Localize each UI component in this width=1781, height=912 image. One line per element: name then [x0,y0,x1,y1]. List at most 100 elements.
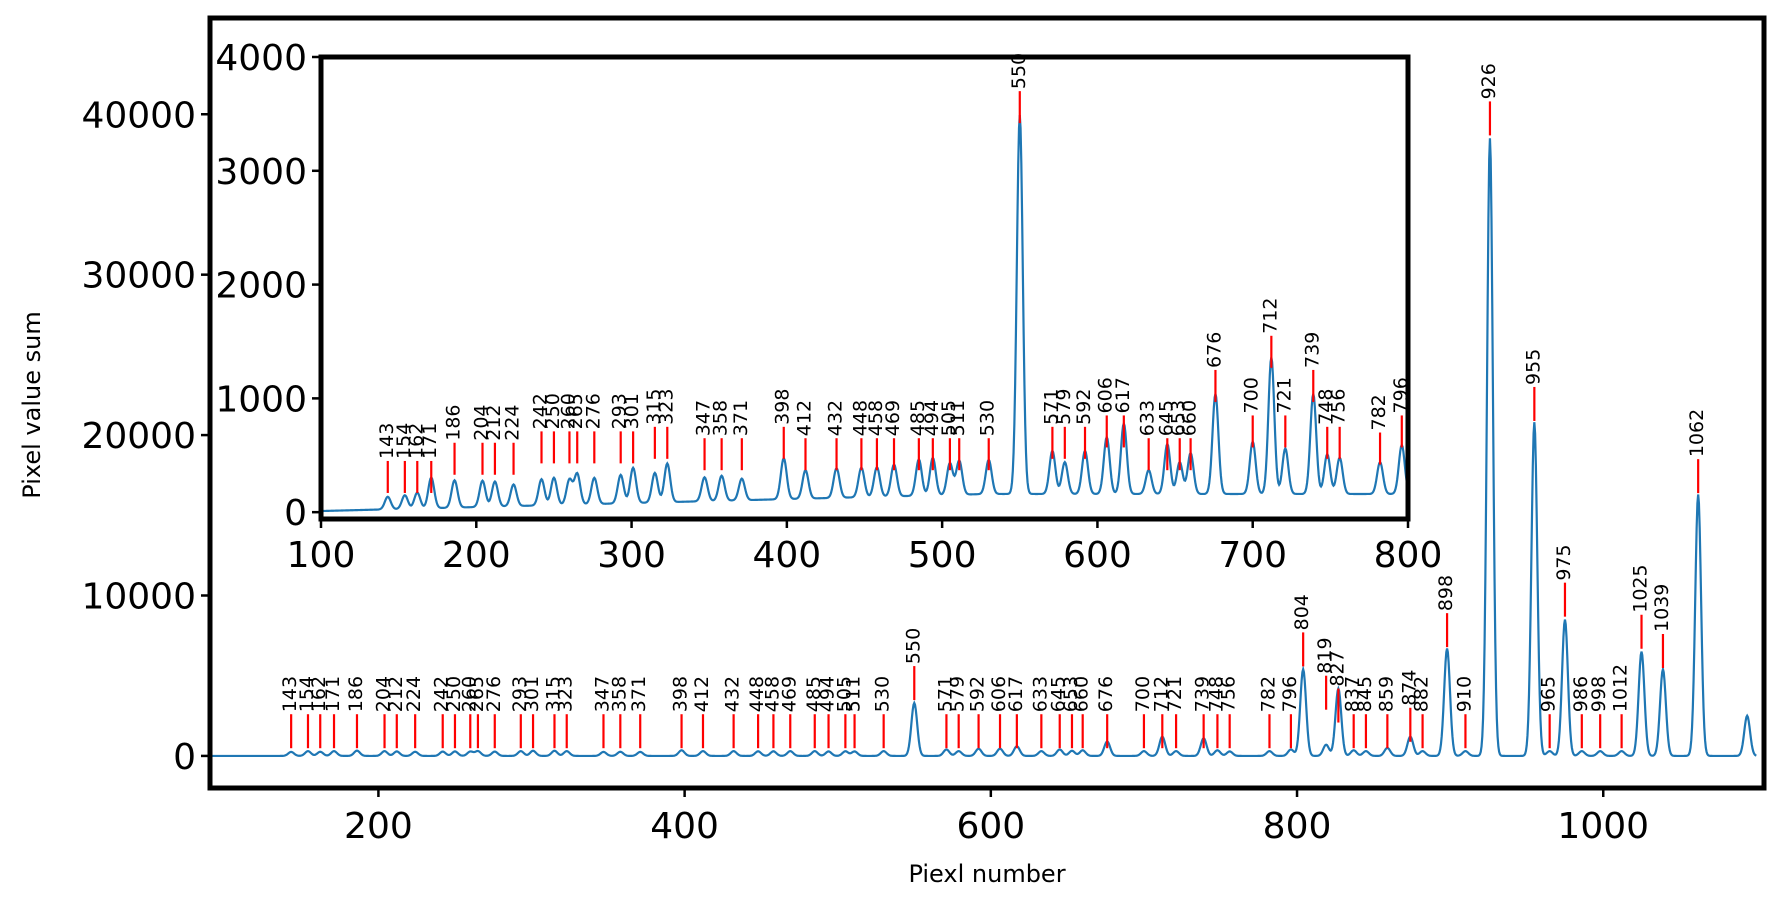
peak-label: 224 [403,676,425,712]
peak-label: 739 [1192,676,1214,712]
peak-label: 676 [1203,332,1225,368]
main-axes-frame [207,15,1767,791]
peak-label: 739 [1301,332,1323,368]
x-tick-label: 600 [1063,535,1132,576]
peak-label: 323 [555,676,577,712]
peak-label: 485 [907,400,929,436]
peak-label: 265 [565,393,587,429]
x-tick-label: 300 [597,535,666,576]
peak-label: 186 [345,676,367,712]
peak-label: 910 [1453,676,1475,712]
peak-label: 782 [1368,394,1390,430]
peak-label: 845 [1354,676,1376,712]
peak-label: 171 [322,676,344,712]
peak-label: 633 [1029,676,1051,712]
peak-label: 469 [778,676,800,712]
peak-label: 347 [591,676,613,712]
y-tick-label: 0 [284,493,307,534]
peak-label: 712 [1150,676,1172,712]
y-tick-label: 4000 [215,38,307,79]
peak-label: 432 [722,676,744,712]
peak-label: 550 [1008,53,1030,89]
peak-label: 579 [947,676,969,712]
y-tick-label: 30000 [81,256,196,297]
peak-label: 748 [1315,389,1337,425]
peak-label: 485 [803,676,825,712]
peak-label: 592 [1073,389,1095,425]
x-tick-label: 500 [908,535,977,576]
peak-label: 412 [691,676,713,712]
x-axis-label: Piexl number [908,860,1065,888]
peak-label: 1025 [1630,564,1652,612]
peak-label: 748 [1205,676,1227,712]
x-tick-label: 800 [1263,806,1332,847]
peak-label: 293 [509,676,531,712]
peak-label: 448 [746,676,768,712]
x-tick-label: 700 [1218,535,1287,576]
peak-label: 154 [296,676,318,712]
peak-label: 260 [458,676,480,712]
peak-label: 412 [793,400,815,436]
peak-label: 1062 [1686,409,1708,457]
peak-label: 606 [988,676,1010,712]
peak-label: 162 [308,676,330,712]
peak-label: 819 [1314,637,1336,673]
peak-label: 998 [1588,676,1610,712]
peak-label: 530 [977,400,999,436]
peak-label: 323 [655,389,677,425]
peak-label: 371 [628,676,650,712]
peak-label: 293 [609,393,631,429]
peak-label: 712 [1259,298,1281,334]
peak-label: 511 [947,400,969,436]
x-tick-label: 600 [956,806,1025,847]
peak-label: 955 [1522,349,1544,385]
peak-label: 986 [1570,676,1592,712]
peak-label: 859 [1375,676,1397,712]
peak-label: 398 [772,389,794,425]
peak-label: 358 [608,676,630,712]
y-tick-label: 20000 [81,416,196,457]
peak-label: 250 [542,393,564,429]
x-tick-label: 800 [1374,535,1443,576]
peak-label: 154 [393,423,415,459]
x-tick-label: 100 [287,535,356,576]
peak-label: 494 [817,676,839,712]
peak-label: 592 [967,676,989,712]
peak-label: 756 [1218,676,1240,712]
peak-label: 358 [710,400,732,436]
peak-label: 617 [1112,377,1134,413]
peak-label: 250 [443,676,465,712]
inset-axes-frame [318,54,1411,522]
peak-label: 242 [530,393,552,429]
peak-label: 606 [1095,377,1117,413]
peak-label: 579 [1053,389,1075,425]
peak-label: 645 [1155,400,1177,436]
peak-label: 276 [483,676,505,712]
peak-label: 432 [825,400,847,436]
peak-label: 143 [376,423,398,459]
peak-label: 171 [419,423,441,459]
inset-y-ticks: 0 1000 2000 3000 4000 [215,38,321,534]
peak-label: 926 [1478,63,1500,99]
peak-label: 653 [1168,400,1190,436]
inset-x-ticks: 100 200 300 400 500 600 700 800 [287,519,1443,576]
peak-label: 505 [938,400,960,436]
peak-label: 550 [902,628,924,664]
peak-label: 645 [1048,676,1070,712]
peak-label: 633 [1137,400,1159,436]
peak-label: 721 [1164,676,1186,712]
peak-label: 162 [405,423,427,459]
peak-label: 315 [643,389,665,425]
peak-label: 1012 [1610,664,1632,712]
peak-label: 494 [921,400,943,436]
peak-label: 700 [1241,377,1263,413]
peak-label: 676 [1095,676,1117,712]
peak-label: 882 [1411,676,1433,712]
x-tick-label: 400 [650,806,719,847]
peak-label: 315 [542,676,564,712]
peak-label: 721 [1273,377,1295,413]
